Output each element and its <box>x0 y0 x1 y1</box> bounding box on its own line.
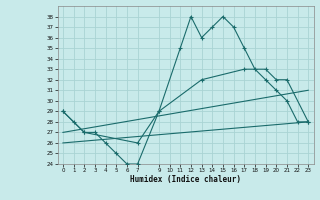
X-axis label: Humidex (Indice chaleur): Humidex (Indice chaleur) <box>130 175 241 184</box>
